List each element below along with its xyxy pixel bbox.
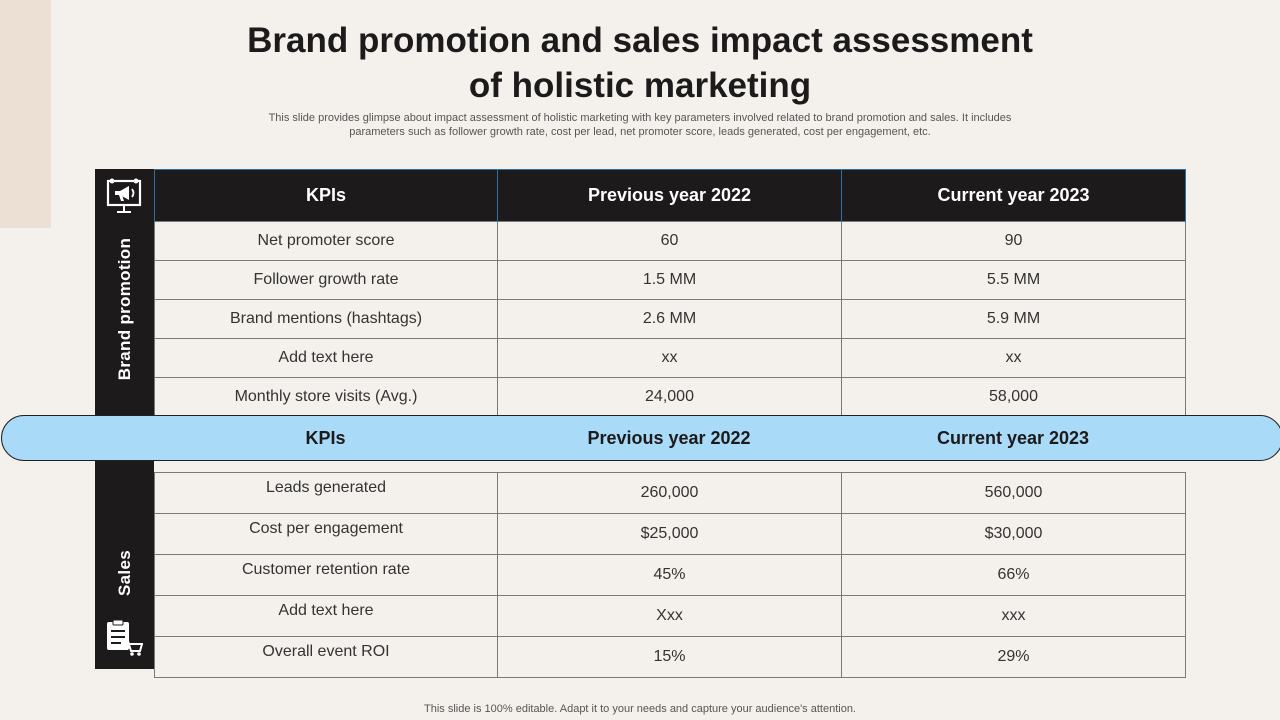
previous-year-cell: $25,000 xyxy=(497,513,842,555)
table-row: Monthly store visits (Avg.) 24,000 58,00… xyxy=(154,377,1186,417)
table-row: Follower growth rate 1.5 MM 5.5 MM xyxy=(154,260,1186,300)
table-row: Customer retention rate 45% 66% xyxy=(154,554,1186,596)
previous-year-cell: 24,000 xyxy=(497,377,842,417)
table-row: Leads generated 260,000 560,000 xyxy=(154,472,1186,514)
kpi-cell: Customer retention rate xyxy=(154,554,498,596)
page-title: Brand promotion and sales impact assessm… xyxy=(160,18,1120,108)
previous-year-cell: 1.5 MM xyxy=(497,260,842,300)
sales-table: Leads generated 260,000 560,000 Cost per… xyxy=(154,472,1186,678)
title-line-2: of holistic marketing xyxy=(468,66,812,105)
table-row: Add text here Xxx xxx xyxy=(154,595,1186,637)
header-current-year: Current year 2023 xyxy=(841,169,1186,222)
sales-header-pill xyxy=(1,415,1280,461)
table-row: Add text here xx xx xyxy=(154,338,1186,378)
corner-accent xyxy=(0,0,51,228)
kpi-cell: Add text here xyxy=(154,595,498,637)
table-row: Cost per engagement $25,000 $30,000 xyxy=(154,513,1186,555)
current-year-cell: xxx xyxy=(841,595,1186,637)
sales-header-kpis: KPIs xyxy=(305,428,346,448)
current-year-cell: 5.5 MM xyxy=(841,260,1186,300)
sales-header-current-year: Current year 2023 xyxy=(936,428,1090,448)
previous-year-cell: 60 xyxy=(497,221,842,261)
kpi-cell: Cost per engagement xyxy=(154,513,498,555)
current-year-cell: $30,000 xyxy=(841,513,1186,555)
previous-year-cell: 2.6 MM xyxy=(497,299,842,339)
kpi-cell: Net promoter score xyxy=(154,221,498,261)
footer-note: This slide is 100% editable. Adapt it to… xyxy=(424,703,856,715)
current-year-cell: 58,000 xyxy=(841,377,1186,417)
title-line-1: Brand promotion and sales impact assessm… xyxy=(247,21,1033,60)
current-year-cell: 90 xyxy=(841,221,1186,261)
current-year-cell: 5.9 MM xyxy=(841,299,1186,339)
current-year-cell: 66% xyxy=(841,554,1186,596)
previous-year-cell: 15% xyxy=(497,636,842,678)
table-row: Brand mentions (hashtags) 2.6 MM 5.9 MM xyxy=(154,299,1186,339)
page-subtitle: This slide provides glimpse about impact… xyxy=(268,112,1012,138)
current-year-cell: 29% xyxy=(841,636,1186,678)
header-previous-year: Previous year 2022 xyxy=(497,169,842,222)
kpi-cell: Brand mentions (hashtags) xyxy=(154,299,498,339)
sales-header-previous-year: Previous year 2022 xyxy=(587,428,751,448)
header-kpis: KPIs xyxy=(154,169,498,222)
previous-year-cell: Xxx xyxy=(497,595,842,637)
kpi-cell: Monthly store visits (Avg.) xyxy=(154,377,498,417)
current-year-cell: 560,000 xyxy=(841,472,1186,514)
table-row: Net promoter score 60 90 xyxy=(154,221,1186,261)
checklist-cart-icon xyxy=(105,619,144,657)
previous-year-cell: xx xyxy=(497,338,842,378)
table-row: Overall event ROI 15% 29% xyxy=(154,636,1186,678)
current-year-cell: xx xyxy=(841,338,1186,378)
kpi-cell: Add text here xyxy=(154,338,498,378)
brand-promotion-label: Brand promotion xyxy=(114,237,134,381)
presentation-megaphone-icon xyxy=(105,177,143,215)
kpi-cell: Leads generated xyxy=(154,472,498,514)
table-header-row: KPIs Previous year 2022 Current year 202… xyxy=(154,169,1186,222)
kpi-cell: Follower growth rate xyxy=(154,260,498,300)
brand-promotion-table: KPIs Previous year 2022 Current year 202… xyxy=(154,169,1186,417)
previous-year-cell: 45% xyxy=(497,554,842,596)
sales-label: Sales xyxy=(114,550,134,596)
kpi-cell: Overall event ROI xyxy=(154,636,498,678)
previous-year-cell: 260,000 xyxy=(497,472,842,514)
